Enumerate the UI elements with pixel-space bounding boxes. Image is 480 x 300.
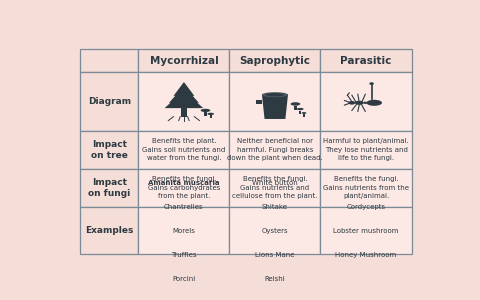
Text: Harmful to plant/animal.
They lose nutrients and
life to the fungi.: Harmful to plant/animal. They lose nutri… (323, 139, 409, 161)
Text: Lobster mushroom: Lobster mushroom (333, 228, 399, 234)
Text: Benefits the fungi.
Gains carbohydrates
from the plant.: Benefits the fungi. Gains carbohydrates … (148, 176, 220, 200)
Text: Morels: Morels (172, 228, 195, 234)
Bar (321, 207, 411, 254)
Text: Benefits the plant.
Gains soil nutrients and
water from the fungi.: Benefits the plant. Gains soil nutrients… (142, 139, 226, 161)
Text: Cordycepts: Cordycepts (347, 204, 385, 210)
Bar (229, 131, 321, 169)
Polygon shape (256, 100, 262, 104)
Ellipse shape (201, 109, 210, 112)
Bar (321, 72, 411, 131)
Ellipse shape (301, 112, 306, 114)
Polygon shape (262, 95, 288, 119)
Ellipse shape (363, 102, 367, 104)
Bar (299, 111, 301, 114)
Bar (229, 207, 321, 254)
Bar (321, 49, 411, 72)
Bar (204, 112, 207, 116)
Bar (138, 72, 229, 131)
Text: Chantrelles: Chantrelles (164, 204, 204, 210)
Ellipse shape (207, 113, 214, 115)
Text: Lions Mane: Lions Mane (255, 252, 295, 258)
Text: Neither beneficial nor
harmful. Fungi breaks
down the plant when dead.: Neither beneficial nor harmful. Fungi br… (227, 139, 323, 161)
Ellipse shape (262, 92, 288, 97)
Bar (138, 131, 229, 169)
Bar (321, 169, 411, 207)
Text: Mycorrhizal: Mycorrhizal (150, 56, 218, 65)
Bar (81, 207, 138, 254)
Bar (81, 131, 138, 169)
Text: Amanita muscaria: Amanita muscaria (148, 179, 220, 185)
Text: Impact
on fungi: Impact on fungi (88, 178, 131, 198)
Polygon shape (169, 86, 199, 103)
Text: Diagram: Diagram (88, 97, 131, 106)
Bar (81, 72, 138, 131)
Ellipse shape (290, 102, 300, 106)
Text: Truffles: Truffles (171, 252, 197, 258)
Polygon shape (165, 91, 203, 108)
Text: Benefits the fungi.
Gains nutrients from the
plant/animal.: Benefits the fungi. Gains nutrients from… (323, 176, 409, 200)
Bar (81, 169, 138, 207)
Bar (294, 106, 297, 110)
Text: Saprophytic: Saprophytic (240, 56, 311, 65)
Bar (138, 49, 229, 72)
Bar (181, 108, 187, 117)
Text: Benefits the fungi.
Gains nutrients and
cellulose from the plant.: Benefits the fungi. Gains nutrients and … (232, 176, 318, 200)
Bar (210, 115, 212, 118)
Text: Oysters: Oysters (262, 228, 288, 234)
Text: Examples: Examples (85, 226, 133, 235)
Text: White button: White button (252, 179, 298, 185)
Bar (229, 169, 321, 207)
Text: Shitake: Shitake (262, 204, 288, 210)
Bar (138, 169, 229, 207)
Text: Honey Mushroom: Honey Mushroom (336, 252, 396, 258)
Ellipse shape (297, 108, 304, 110)
Text: Parasitic: Parasitic (340, 56, 392, 65)
Bar (229, 49, 321, 72)
Ellipse shape (370, 82, 374, 85)
Bar (138, 207, 229, 254)
Text: Reishi: Reishi (264, 276, 285, 282)
Bar (303, 114, 305, 117)
Text: Porcini: Porcini (172, 276, 195, 282)
Text: Impact
on tree: Impact on tree (91, 140, 128, 160)
Ellipse shape (355, 101, 364, 105)
Bar (81, 49, 138, 72)
Ellipse shape (366, 100, 382, 106)
Bar (229, 72, 321, 131)
Polygon shape (173, 82, 194, 96)
Bar (321, 131, 411, 169)
Ellipse shape (348, 101, 355, 105)
Ellipse shape (265, 93, 284, 96)
